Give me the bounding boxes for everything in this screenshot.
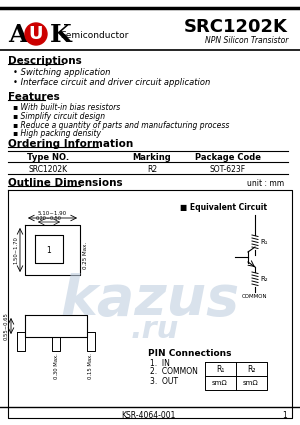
Text: Marking: Marking	[133, 153, 171, 162]
Text: 2.  COMMON: 2. COMMON	[150, 368, 198, 377]
Text: 1: 1	[46, 246, 51, 255]
Text: Outline Dimensions: Outline Dimensions	[8, 178, 123, 188]
Text: SRC1202K: SRC1202K	[184, 18, 288, 36]
Text: smΩ: smΩ	[243, 380, 259, 386]
Text: R2: R2	[147, 164, 157, 173]
Text: ▪ Simplify circuit design: ▪ Simplify circuit design	[13, 111, 105, 121]
Text: NPN Silicon Transistor: NPN Silicon Transistor	[205, 36, 288, 45]
Text: 3.  OUT: 3. OUT	[150, 377, 178, 385]
Text: .ru: .ru	[131, 315, 179, 345]
Text: 0.20~0.50: 0.20~0.50	[36, 216, 62, 221]
Text: COMMON: COMMON	[242, 294, 268, 298]
Text: R₂: R₂	[247, 365, 255, 374]
Text: • Switching application: • Switching application	[13, 68, 110, 76]
Text: A: A	[8, 23, 28, 47]
Text: ▪ High packing density: ▪ High packing density	[13, 130, 101, 139]
Text: Type NO.: Type NO.	[27, 153, 69, 162]
Text: 1: 1	[283, 411, 287, 419]
Text: 0.55~0.65: 0.55~0.65	[4, 312, 9, 340]
Text: unit : mm: unit : mm	[247, 178, 284, 187]
Text: 1.  IN: 1. IN	[150, 359, 170, 368]
Text: ■ Equivalent Circuit: ■ Equivalent Circuit	[180, 202, 267, 212]
Text: K: K	[50, 23, 72, 47]
Text: Descriptions: Descriptions	[8, 56, 82, 66]
Text: smΩ: smΩ	[212, 380, 228, 386]
Text: kazus: kazus	[60, 273, 240, 327]
Text: KSR-4064-001: KSR-4064-001	[121, 411, 175, 419]
Text: R₁: R₁	[216, 365, 224, 374]
Text: SOT-623F: SOT-623F	[210, 164, 246, 173]
Text: R₂: R₂	[260, 276, 268, 282]
Text: U: U	[29, 25, 43, 43]
Text: ▪ Reduce a quantity of parts and manufacturing process: ▪ Reduce a quantity of parts and manufac…	[13, 121, 230, 130]
Text: ▪ With built-in bias resistors: ▪ With built-in bias resistors	[13, 102, 120, 111]
Circle shape	[25, 23, 47, 45]
Text: SRC1202K: SRC1202K	[28, 164, 68, 173]
Text: 1.50~1.70: 1.50~1.70	[13, 236, 18, 264]
Text: 0.30 Max.: 0.30 Max.	[53, 353, 58, 379]
Text: R₁: R₁	[260, 239, 268, 245]
Text: 5.10~1.90: 5.10~1.90	[38, 211, 67, 216]
Text: Package Code: Package Code	[195, 153, 261, 162]
Text: 0.15 Max.: 0.15 Max.	[88, 353, 94, 379]
Text: Ordering Information: Ordering Information	[8, 139, 133, 149]
Text: 0.25 Max.: 0.25 Max.	[83, 241, 88, 269]
Text: • Interface circuit and driver circuit application: • Interface circuit and driver circuit a…	[13, 77, 210, 87]
Text: Features: Features	[8, 92, 60, 102]
Text: PIN Connections: PIN Connections	[148, 348, 232, 357]
Text: Semiconductor: Semiconductor	[60, 31, 128, 40]
